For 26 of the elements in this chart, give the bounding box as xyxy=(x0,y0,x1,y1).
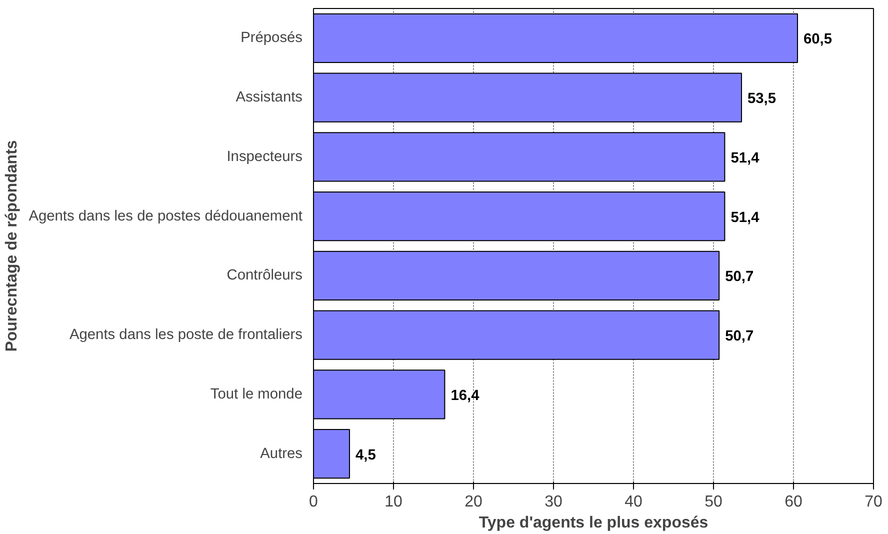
x-tick-label: 40 xyxy=(624,494,642,510)
y-axis-title: Pourecntage de répondants xyxy=(4,140,21,352)
data-label: 51,4 xyxy=(730,210,760,226)
y-tick-label: Agents dans les de postes dédouanement xyxy=(28,208,303,224)
data-label: 53,5 xyxy=(748,91,776,108)
y-tick-label: Assistants xyxy=(236,90,303,106)
data-label: 50,7 xyxy=(725,328,754,345)
y-tick-label: Tout le monde xyxy=(210,386,303,402)
y-tick-label: Inspecteurs xyxy=(226,148,302,165)
x-axis-title: Type d'agents le plus exposés xyxy=(478,514,708,532)
x-tick-label: 60 xyxy=(784,494,802,510)
data-label: 60,5 xyxy=(804,32,832,48)
y-tick-label: Autres xyxy=(260,446,302,462)
data-label: 4,5 xyxy=(356,447,376,464)
data-label: 16,4 xyxy=(450,388,480,404)
x-tick-label: 20 xyxy=(464,494,482,510)
data-label: 51,4 xyxy=(730,150,760,166)
x-tick-label: 50 xyxy=(704,494,722,510)
x-tick-label: 0 xyxy=(309,494,318,510)
y-tick-label: Agents dans les poste de frontaliers xyxy=(69,327,303,344)
y-tick-label: Préposés xyxy=(240,30,303,46)
x-tick-label: 10 xyxy=(384,494,402,510)
x-tick-label: 30 xyxy=(544,494,562,510)
y-tick-label: Contrôleurs xyxy=(226,268,303,284)
data-label: 50,7 xyxy=(725,269,754,286)
x-tick-label: 70 xyxy=(864,494,882,510)
